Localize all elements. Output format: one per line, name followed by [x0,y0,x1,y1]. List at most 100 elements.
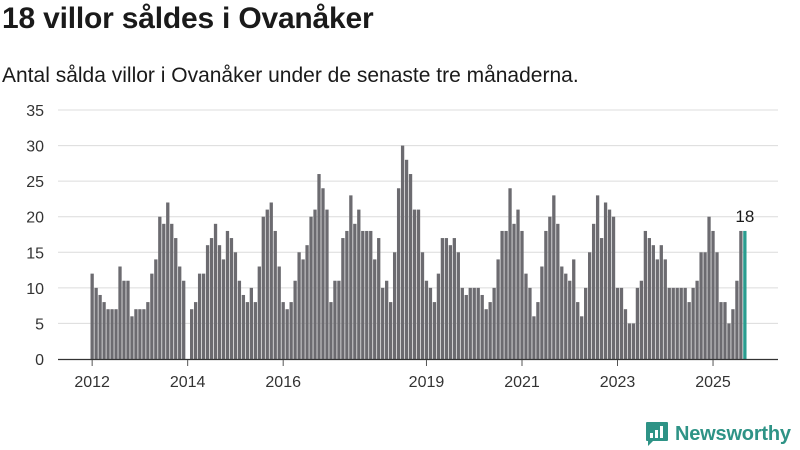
bar [588,252,592,359]
bar [556,223,560,359]
bar [500,230,504,359]
bar [333,280,337,359]
bar [209,238,214,359]
chart-subtitle: Antal sålda villor i Ovanåker under de s… [2,64,579,87]
bar [122,280,126,359]
newsworthy-chart-icon [646,422,668,446]
bar [297,252,301,359]
bar [504,230,508,359]
bar [420,252,425,359]
bar [166,202,170,359]
bar [524,273,528,359]
bar [404,159,409,359]
bar [572,259,576,359]
bar [273,230,277,359]
bar [412,209,417,359]
bar [361,230,365,359]
bar [301,259,305,359]
bar [90,273,94,359]
bar [329,302,333,359]
bar [321,188,325,359]
bar [309,216,313,359]
x-tick-label: 2025 [695,374,731,391]
bar [691,287,695,359]
bar [516,209,520,359]
bar [201,273,206,359]
y-tick-label: 30 [26,139,44,156]
bar [245,302,250,359]
bar [392,252,397,359]
bar [253,302,257,359]
bar [373,259,377,359]
bar [205,245,210,359]
bar [134,309,138,359]
bar [118,266,122,359]
bar [428,287,433,359]
bar [345,230,349,359]
bar [233,252,238,359]
x-axis: 2012 2014 2016 2019 2021 2023 2025 [58,358,778,391]
bar [675,287,679,359]
bar [170,223,174,359]
bar [436,273,441,359]
bar [154,259,158,359]
bar [615,287,620,359]
bar [472,287,476,359]
bar [568,280,572,359]
bar [110,309,114,359]
bar [576,302,580,359]
bar [635,287,640,359]
bar [492,287,496,359]
bar [639,280,644,359]
bar [655,259,659,359]
bar [611,216,616,359]
bar [627,323,632,359]
bars [90,145,747,359]
bar [237,280,242,359]
bar [643,230,648,359]
bar [337,280,341,359]
x-tick-label: 2016 [265,374,301,391]
y-tick-label: 15 [26,245,44,262]
bar [619,287,624,359]
bar [293,280,297,359]
bar [623,309,628,359]
bar [703,252,707,359]
bar [607,209,612,359]
bar [130,316,134,359]
bar [341,238,345,359]
bar [532,316,536,359]
bar [679,287,683,359]
bar [603,202,608,359]
bar [389,302,393,359]
bar [289,302,293,359]
bar [595,195,600,359]
x-tick-label: 2023 [600,374,636,391]
bar [452,238,456,359]
bar [174,238,178,359]
bar [197,273,202,359]
bar [631,323,636,359]
bar [285,309,289,359]
bar [488,302,492,359]
bar [536,302,540,359]
bar [269,202,273,359]
bar [138,309,142,359]
bar [385,280,389,359]
newsworthy-logo: Newsworthy [645,419,791,449]
bar [727,323,731,359]
bar [548,216,552,359]
bar [377,238,381,359]
bar [281,302,285,359]
bar [647,238,651,359]
y-tick-label: 20 [26,210,44,227]
bar [719,302,723,359]
bar [408,174,413,359]
bar [440,238,445,359]
y-tick-label: 10 [26,281,44,298]
bar [229,238,234,359]
bar [671,287,675,359]
bar [178,266,182,359]
bar [456,252,460,359]
bar [365,230,369,359]
